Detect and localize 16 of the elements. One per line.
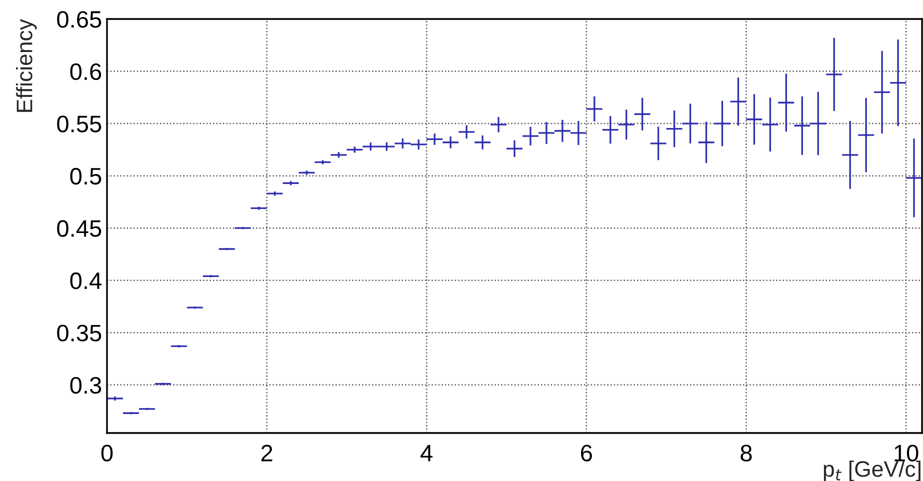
y-tick-label: 0.6 [70,63,102,80]
x-tick-label: 0 [101,444,113,462]
x-tick-label: 6 [581,444,592,462]
y-tick-label: 0.3 [70,376,102,394]
x-axis-title: p$_{t}$ [GeV/c] [824,460,920,481]
y-tick-label: 0.4 [70,272,102,290]
x-tick-label: 8 [740,444,752,462]
x-tick-label: 2 [261,444,272,462]
y-tick-label: 0.5 [70,168,102,185]
x-tick-label: 10 [894,444,918,462]
y-tick-label: 0.45 [57,220,102,237]
y-tick-label: 0.35 [57,324,102,342]
y-tick-label: 0.65 [57,11,102,28]
x-tick-label: 4 [420,444,432,462]
y-axis-title: Efficiency [16,19,37,112]
y-tick-label: 0.55 [57,116,102,132]
